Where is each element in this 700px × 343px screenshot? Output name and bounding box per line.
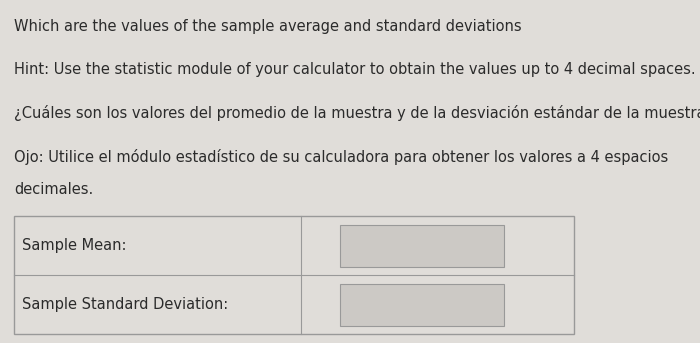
Text: Sample Standard Deviation:: Sample Standard Deviation:: [22, 297, 229, 312]
Text: Hint: Use the statistic module of your calculator to obtain the values up to 4 d: Hint: Use the statistic module of your c…: [14, 62, 696, 77]
Text: Sample Mean:: Sample Mean:: [22, 238, 127, 253]
Text: Which are the values of the sample average and standard deviations: Which are the values of the sample avera…: [14, 19, 522, 34]
Text: ¿Cuáles son los valores del promedio de la muestra y de la desviación estándar d: ¿Cuáles son los valores del promedio de …: [14, 105, 700, 121]
Bar: [340, 284, 504, 326]
Bar: [14, 216, 574, 334]
Text: Ojo: Utilice el módulo estadístico de su calculadora para obtener los valores a : Ojo: Utilice el módulo estadístico de su…: [14, 149, 668, 165]
Text: decimales.: decimales.: [14, 182, 93, 197]
Bar: [340, 225, 504, 267]
